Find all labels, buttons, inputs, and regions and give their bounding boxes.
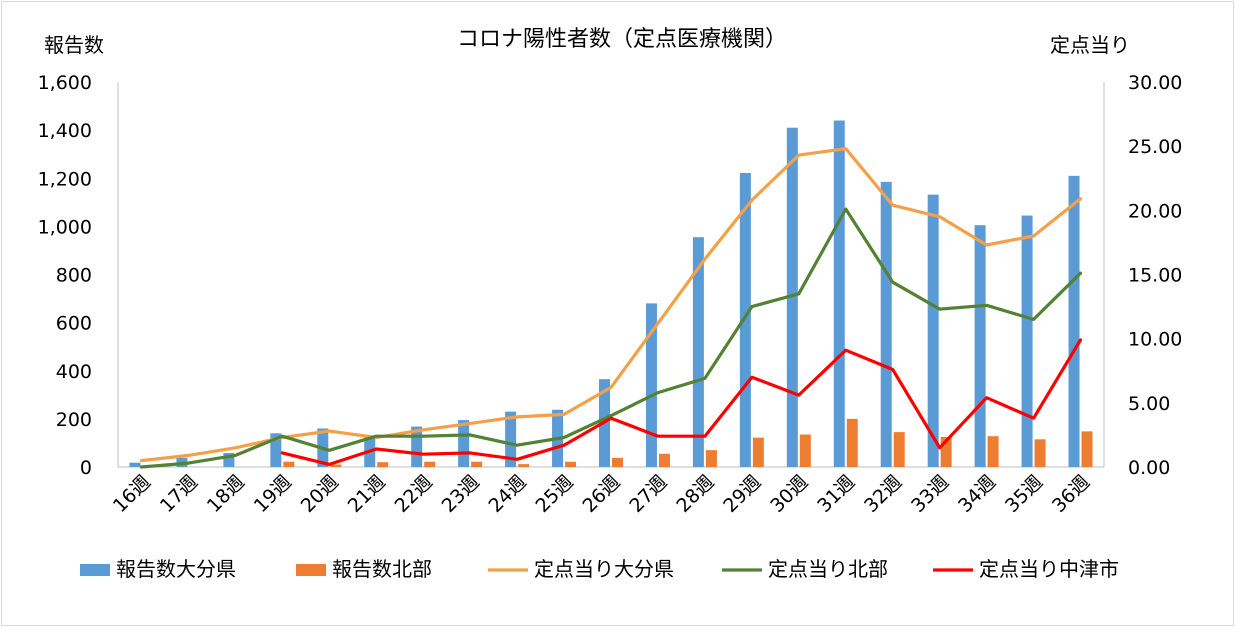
line-定点当り中津市: [280, 338, 1083, 466]
x-tick-label: 16週: [109, 471, 155, 517]
y-right-tick-label: 20.00: [1128, 200, 1182, 222]
x-tick-label: 33週: [907, 471, 953, 517]
legend-label: 定点当り北部: [768, 557, 888, 581]
x-tick-label: 25週: [531, 471, 577, 517]
bar-報告数大分県: [974, 225, 986, 467]
bar-報告数大分県: [833, 120, 845, 467]
x-tick-label: 27週: [625, 471, 671, 517]
bar-報告数北部: [893, 432, 905, 467]
y-right-tick-label: 0.00: [1128, 457, 1170, 479]
chart-title: コロナ陽性者数（定点医療機関）: [457, 27, 787, 52]
bar-報告数大分県: [880, 181, 892, 467]
legend-label: 報告数大分県: [116, 557, 236, 581]
y-right-tick-label: 15.00: [1128, 265, 1182, 287]
bar-報告数大分県: [505, 411, 517, 467]
bar-報告数北部: [1034, 439, 1046, 467]
x-tick-label: 32週: [860, 471, 906, 517]
y-left-tick-label: 1,200: [38, 168, 92, 190]
bar-報告数北部: [1081, 431, 1093, 467]
bar-報告数大分県: [739, 172, 751, 468]
x-tick-label: 24週: [485, 471, 531, 517]
y-left-tick-label: 800: [56, 265, 92, 287]
bar-報告数大分県: [223, 453, 235, 467]
x-tick-label: 17週: [156, 471, 202, 517]
x-tick-label: 20週: [297, 471, 343, 517]
bar-報告数北部: [612, 457, 623, 467]
y-axis-right-label: 定点当り: [1050, 33, 1130, 57]
bar-報告数大分県: [1068, 175, 1080, 467]
bar-報告数大分県: [692, 237, 704, 467]
x-tick-label: 29週: [719, 471, 765, 517]
bar-報告数北部: [424, 461, 436, 467]
y-right-tick-label: 25.00: [1128, 136, 1182, 158]
y-left-tick-label: 1,000: [38, 216, 92, 238]
bar-報告数北部: [565, 461, 577, 467]
bar-報告数北部: [987, 436, 999, 467]
x-tick-label: 21週: [344, 471, 390, 517]
bar-報告数大分県: [458, 420, 470, 467]
x-tick-label: 35週: [1001, 471, 1047, 517]
x-tick-label: 30週: [766, 471, 812, 517]
bar-報告数北部: [518, 464, 530, 467]
bar-報告数大分県: [411, 426, 423, 467]
y-right-tick-label: 5.00: [1128, 393, 1170, 415]
y-left-tick-label: 600: [56, 313, 92, 335]
bar-報告数北部: [940, 436, 952, 467]
x-tick-label: 34週: [954, 471, 1000, 517]
y-axis-left-label: 報告数: [44, 33, 104, 57]
bar-報告数北部: [471, 461, 483, 467]
line-定点当り北部: [139, 207, 1083, 469]
y-left-tick-label: 1,400: [38, 120, 92, 142]
x-tick-label: 36週: [1048, 471, 1094, 517]
bar-報告数北部: [705, 450, 717, 467]
x-tick-label: 28週: [672, 471, 718, 517]
line-定点当り大分県: [139, 147, 1083, 463]
x-tick-label: 31週: [813, 471, 859, 517]
bar-報告数大分県: [270, 433, 282, 467]
bar-報告数大分県: [129, 462, 141, 467]
bar-報告数北部: [283, 461, 295, 467]
y-left-tick-label: 1,600: [38, 72, 92, 94]
bar-報告数大分県: [927, 194, 939, 468]
x-tick-label: 19週: [250, 471, 296, 517]
bar-報告数北部: [799, 434, 811, 467]
legend-label: 報告数北部: [332, 557, 432, 581]
bar-報告数大分県: [1021, 215, 1033, 467]
y-left-tick-label: 400: [56, 361, 92, 383]
bar-報告数北部: [330, 464, 342, 467]
y-right-tick-label: 30.00: [1128, 72, 1182, 94]
y-left-tick-label: 0: [80, 457, 92, 479]
x-tick-label: 22週: [391, 471, 437, 517]
bar-報告数北部: [846, 418, 858, 467]
bar-報告数大分県: [786, 127, 798, 467]
x-tick-label: 26週: [578, 471, 624, 517]
bar-報告数北部: [752, 437, 764, 467]
legend-label: 定点当り大分県: [534, 557, 674, 581]
x-tick-label: 23週: [438, 471, 484, 517]
x-tick-label: 18週: [203, 471, 249, 517]
y-left-tick-label: 200: [56, 409, 92, 431]
legend: 報告数大分県 報告数北部 定点当り大分県 定点当り北部 定点当り中津市: [80, 557, 1119, 581]
plot-area: 0 200 400 600 800 1,000 1,200 1,400 1,600 0.00 5.0…: [38, 72, 1183, 517]
bar-報告数大分県: [645, 303, 657, 467]
legend-label: 定点当り中津市: [979, 557, 1119, 581]
legend-swatch: [80, 564, 110, 576]
bar-報告数北部: [658, 453, 670, 467]
bar-報告数北部: [377, 462, 389, 467]
y-right-tick-label: 10.00: [1128, 329, 1182, 351]
legend-swatch: [296, 564, 326, 576]
